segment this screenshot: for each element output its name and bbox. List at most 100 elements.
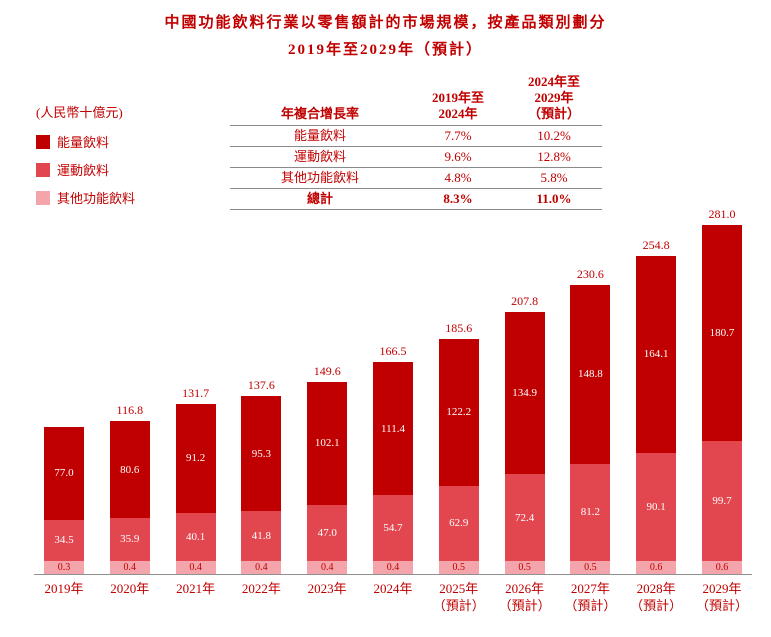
bar-group-2029年: 281.0 180.7 99.7 0.6 [692, 207, 752, 574]
period2-header: 2024年至 2029年 （預計） [527, 74, 580, 121]
x-axis-label: 2019年 [44, 581, 84, 596]
legend-item-energy: 能量飲料 [36, 132, 135, 151]
segment-value-label: 0.6 [649, 562, 663, 573]
segment-value-label: 0.4 [320, 562, 334, 573]
x-axis-label: 2023年 [307, 581, 347, 596]
table-row-sports: 運動飲料 9.6% 12.8% [230, 147, 602, 168]
segment-value-label: 0.5 [452, 562, 466, 573]
bar-segment-energy: 91.2 [175, 403, 216, 513]
bar-segment-energy: 102.1 [307, 382, 348, 505]
chart-title-line2: 2019年至2029年（預計） [287, 42, 483, 58]
bar-segment-energy: 77.0 [44, 427, 84, 520]
segment-value-label: 34.5 [54, 534, 74, 547]
stacked-bar: 102.1 47.0 0.4 [307, 382, 348, 574]
x-axis-label: 2025年 （預計） [432, 581, 485, 613]
bar-segment-other: 0.3 [44, 561, 84, 574]
bar-segment-energy: 164.1 [636, 256, 677, 453]
segment-value-label: 35.9 [120, 533, 140, 546]
bar-group-2022年: 137.6 95.3 41.8 0.4 [231, 378, 291, 574]
bar-group-2027年: 230.6 148.8 81.2 0.5 [560, 267, 620, 574]
segment-value-label: 80.6 [120, 463, 140, 476]
cagr-header: 年複合增長率 [280, 106, 359, 121]
bar-segment-sports: 62.9 [438, 485, 479, 561]
segment-value-label: 0.4 [123, 562, 137, 573]
bar-segment-energy: 122.2 [438, 338, 479, 486]
bar-segment-sports: 81.2 [570, 463, 611, 561]
bar-segment-other: 0.6 [636, 561, 677, 574]
stacked-bar: 148.8 81.2 0.5 [570, 285, 611, 574]
bar-group-2021年: 131.7 91.2 40.1 0.4 [166, 386, 226, 574]
segment-value-label: 90.1 [646, 500, 666, 513]
bar-segment-energy: 134.9 [504, 312, 545, 475]
segment-value-label: 0.4 [386, 562, 400, 573]
row-value-p2: 5.8% [540, 170, 568, 185]
segment-value-label: 0.4 [255, 562, 268, 573]
row-label: 總計 [306, 191, 333, 206]
bar-group-2019年: 77.0 34.5 0.3 [34, 427, 94, 574]
bar-segment-sports: 47.0 [307, 504, 348, 561]
row-value-p1: 4.8% [444, 170, 472, 185]
chart-title-line1: 中國功能飲料行業以零售額計的市場規模，按產品類別劃分 [164, 15, 607, 31]
row-label: 其他功能飲料 [280, 170, 359, 185]
row-value-p2: 12.8% [537, 149, 571, 164]
bar-total-label: 137.6 [247, 378, 275, 393]
x-axis-label: 2029年 （預計） [695, 581, 748, 613]
segment-value-label: 77.0 [54, 467, 74, 480]
bar-total-label: 207.8 [511, 294, 539, 309]
bar-segment-other: 0.5 [438, 561, 479, 574]
bar-segment-energy: 180.7 [701, 224, 742, 442]
chart-legend: (人民幣十億元) 能量飲料 運動飲料 其他功能飲料 [36, 102, 135, 216]
legend-swatch-other [36, 190, 50, 205]
x-axis-label: 2021年 [176, 581, 216, 596]
bar-segment-sports: 35.9 [109, 517, 150, 561]
bar-group-2024年: 166.5 111.4 54.7 0.4 [363, 344, 423, 574]
segment-value-label: 81.2 [580, 506, 600, 519]
bar-total-label: 116.8 [116, 403, 144, 418]
segment-value-label: 148.8 [578, 368, 603, 381]
bar-total-label: 230.6 [576, 267, 604, 282]
stacked-bar: 80.6 35.9 0.4 [109, 421, 150, 574]
bar-segment-other: 0.4 [372, 561, 413, 574]
bar-segment-other: 0.5 [504, 561, 545, 574]
row-value-p1: 7.7% [444, 128, 472, 143]
legend-item-other: 其他功能飲料 [36, 188, 135, 207]
bar-segment-energy: 80.6 [109, 421, 150, 518]
stacked-bar: 122.2 62.9 0.5 [438, 338, 479, 574]
stacked-bar: 180.7 99.7 0.6 [701, 224, 742, 574]
segment-value-label: 0.5 [584, 562, 597, 573]
x-axis-label: 2026年 （預計） [498, 581, 551, 613]
bar-segment-other: 0.5 [570, 561, 611, 574]
legend-label-energy: 能量飲料 [57, 135, 110, 150]
stacked-bar: 134.9 72.4 0.5 [504, 312, 545, 574]
x-axis-label: 2028年 （預計） [630, 581, 683, 613]
legend-label-sports: 運動飲料 [57, 163, 110, 178]
bar-segment-other: 0.4 [175, 561, 216, 574]
x-axis-label: 2020年 [110, 581, 150, 596]
segment-value-label: 95.3 [251, 447, 272, 460]
segment-value-label: 41.8 [251, 529, 272, 542]
row-value-p2: 10.2% [537, 128, 571, 143]
stacked-bar: 164.1 90.1 0.6 [636, 256, 677, 574]
x-axis-label: 2027年 （預計） [564, 581, 617, 613]
bar-segment-other: 0.4 [241, 561, 282, 574]
table-row-total: 總計 8.3% 11.0% [230, 189, 602, 210]
row-value-p1: 8.3% [443, 191, 473, 206]
x-axis: 2019年 2020年 2021年 2022年 2023年 2024年 2025年 （預計） 2… [34, 580, 752, 614]
bar-segment-sports: 41.8 [241, 510, 282, 561]
segment-value-label: 111.4 [381, 422, 405, 435]
segment-value-label: 47.0 [317, 526, 337, 539]
bar-segment-other: 0.6 [701, 561, 742, 574]
bar-segment-other: 0.4 [109, 561, 150, 574]
legend-swatch-energy [36, 134, 50, 149]
bar-group-2028年: 254.8 164.1 90.1 0.6 [626, 238, 686, 574]
cagr-table: 年複合增長率 2019年至 2024年 2024年至 2029年 （預計） 能量… [230, 74, 602, 210]
legend-label-other: 其他功能飲料 [57, 191, 136, 206]
bar-segment-sports: 99.7 [701, 441, 742, 561]
table-row-other: 其他功能飲料 4.8% 5.8% [230, 168, 602, 189]
stacked-bar: 77.0 34.5 0.3 [44, 427, 84, 574]
segment-value-label: 102.1 [314, 437, 340, 450]
segment-value-label: 72.4 [514, 511, 535, 524]
legend-item-sports: 運動飲料 [36, 160, 135, 179]
bar-total-label: 149.6 [313, 364, 341, 379]
